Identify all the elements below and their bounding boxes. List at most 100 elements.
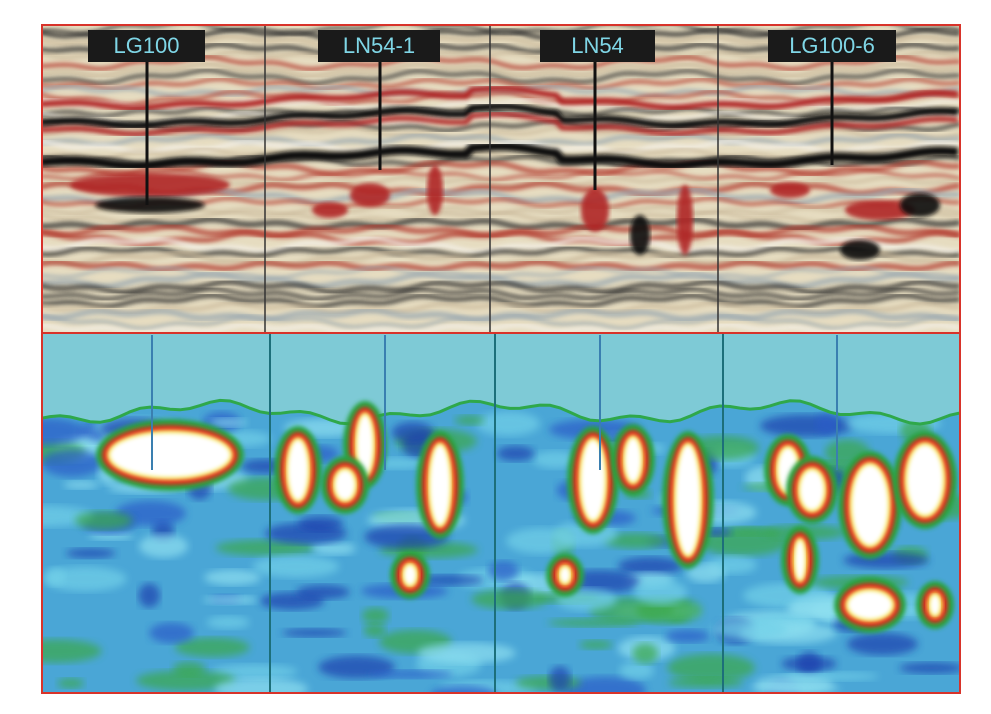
inversion-texture bbox=[88, 531, 134, 540]
inversion-texture bbox=[603, 532, 668, 549]
inversion-texture bbox=[319, 694, 382, 705]
inversion-texture bbox=[203, 595, 258, 605]
reflector bbox=[42, 279, 960, 295]
top-boundary bbox=[42, 398, 960, 426]
inversion-anomaly bbox=[907, 445, 943, 515]
inversion-texture bbox=[617, 557, 683, 576]
amplitude-anomaly bbox=[95, 197, 205, 213]
inversion-texture bbox=[63, 480, 99, 490]
inversion-texture bbox=[361, 607, 389, 624]
inversion-texture bbox=[149, 622, 194, 644]
inversion-texture bbox=[564, 676, 646, 693]
inversion-texture bbox=[417, 642, 516, 664]
well-label: LN54-1 bbox=[343, 33, 415, 58]
section-dividers bbox=[264, 25, 724, 693]
inversion-anomaly bbox=[560, 567, 570, 583]
inversion-texture bbox=[42, 449, 103, 477]
horizon bbox=[42, 102, 959, 130]
reflector bbox=[42, 132, 960, 148]
reflector bbox=[42, 235, 960, 255]
inversion-anomaly bbox=[357, 415, 373, 475]
inversion-anomaly bbox=[852, 465, 888, 545]
inversion-texture bbox=[496, 445, 535, 462]
horizon bbox=[42, 111, 959, 137]
inversion-texture bbox=[296, 584, 350, 600]
inversion-texture bbox=[369, 670, 454, 679]
inversion-anomaly bbox=[625, 438, 641, 482]
amplitude-anomaly bbox=[312, 202, 348, 218]
inversion-anomaly bbox=[335, 470, 355, 500]
inversion-texture bbox=[781, 656, 837, 672]
inversion-anomaly bbox=[288, 440, 308, 500]
inversion-texture bbox=[44, 566, 127, 592]
inversion-texture bbox=[45, 567, 66, 586]
amplitude-anomaly bbox=[630, 215, 650, 255]
well-label-box bbox=[318, 30, 440, 62]
amplitude-anomaly bbox=[840, 240, 880, 260]
inversion-texture bbox=[471, 589, 548, 610]
reflector bbox=[42, 68, 960, 86]
well-label-box bbox=[768, 30, 896, 62]
reflector bbox=[42, 307, 960, 323]
horizon bbox=[42, 85, 959, 112]
reflector bbox=[42, 25, 960, 37]
inversion-texture bbox=[633, 579, 687, 605]
inversion-texture bbox=[632, 643, 659, 664]
inversion-texture bbox=[549, 666, 571, 693]
reflector bbox=[42, 270, 960, 290]
inversion-texture bbox=[815, 413, 839, 435]
amplitude-anomaly bbox=[677, 185, 693, 255]
inversion-texture bbox=[476, 411, 540, 436]
amplitude-anomaly bbox=[427, 165, 443, 215]
inversion-texture bbox=[515, 675, 582, 690]
inversion-texture bbox=[619, 661, 654, 680]
inversion-anomaly bbox=[795, 540, 805, 580]
reflector bbox=[42, 158, 960, 178]
inversion-anomaly bbox=[930, 595, 940, 615]
inversion-texture bbox=[311, 542, 356, 556]
reflector bbox=[42, 259, 960, 273]
inversion-texture bbox=[206, 616, 250, 629]
inversion-texture bbox=[138, 583, 160, 608]
reflector bbox=[42, 209, 960, 225]
well-label: LN54 bbox=[571, 33, 624, 58]
amplitude-anomaly bbox=[845, 200, 915, 220]
inversion-texture bbox=[667, 677, 744, 689]
reflector bbox=[42, 286, 960, 302]
inversion-texture bbox=[204, 569, 261, 586]
inversion-texture bbox=[209, 418, 247, 427]
bottom-panel-border bbox=[41, 332, 961, 694]
inversion-texture bbox=[74, 511, 133, 530]
amplitude-anomaly bbox=[70, 173, 230, 197]
amplitude-anomaly bbox=[900, 193, 940, 217]
amplitude-anomaly bbox=[581, 188, 609, 232]
inversion-texture bbox=[532, 450, 579, 469]
inversion-texture bbox=[215, 539, 316, 557]
inversion-texture bbox=[65, 548, 116, 559]
inversion-texture bbox=[760, 414, 854, 437]
inversion-texture bbox=[57, 678, 85, 689]
inversion-texture bbox=[899, 662, 960, 674]
inversion-texture bbox=[214, 677, 309, 693]
inversion-texture bbox=[686, 563, 726, 583]
reflector bbox=[42, 292, 960, 310]
well-label-box bbox=[540, 30, 655, 62]
inversion-texture bbox=[136, 670, 236, 691]
inversion-texture bbox=[843, 551, 929, 569]
inversion-texture bbox=[488, 561, 519, 581]
inversion-anomaly bbox=[430, 445, 450, 525]
inversion-texture bbox=[454, 415, 485, 426]
horizon bbox=[42, 141, 959, 171]
inversion-texture bbox=[665, 629, 710, 643]
inversion-texture bbox=[174, 637, 250, 658]
inversion-texture bbox=[42, 639, 102, 663]
inversion-texture bbox=[847, 632, 918, 656]
inversion-texture bbox=[211, 664, 298, 680]
inversion-anomaly bbox=[800, 470, 824, 510]
inversion-texture bbox=[172, 661, 206, 677]
reflector bbox=[42, 61, 960, 79]
seismic-amplitude-section bbox=[42, 25, 960, 333]
overburden bbox=[42, 333, 960, 424]
amplitude-anomaly bbox=[770, 182, 810, 198]
